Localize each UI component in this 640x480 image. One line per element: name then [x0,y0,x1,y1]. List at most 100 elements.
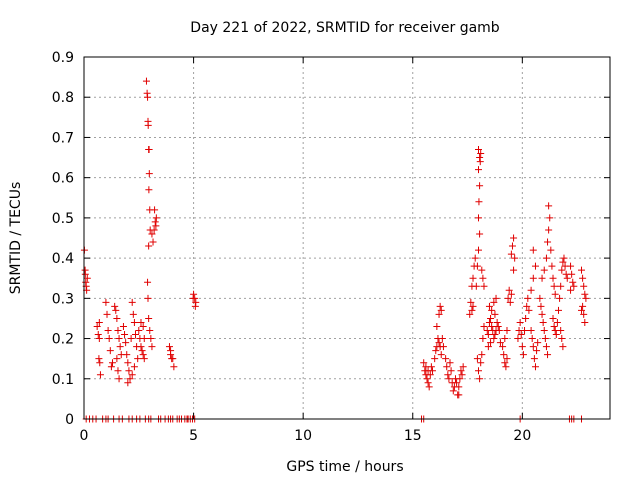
data-point [527,286,535,294]
data-point [145,314,153,322]
data-point [521,327,529,335]
data-point [473,355,481,363]
data-point [523,302,531,310]
data-point [123,351,131,359]
data-point [567,286,575,294]
data-point [522,314,530,322]
data-point [503,327,511,335]
data-point [550,282,558,290]
data-point [504,294,512,302]
data-point [491,331,499,339]
data-point [445,375,453,383]
data-point [145,170,153,178]
data-point [169,355,177,363]
data-point [524,294,532,302]
data-point [475,367,482,375]
data-point [549,314,557,322]
y-tick-label: 0.3 [52,291,74,307]
data-point [542,254,550,262]
data-point [550,322,558,330]
data-point [507,290,515,298]
data-point [94,331,102,339]
data-point [93,322,101,330]
data-point [113,314,121,322]
data-point [115,375,123,383]
data-point [485,302,493,310]
data-point [455,383,463,391]
data-point [147,335,155,343]
data-point [519,351,527,359]
data-point [542,343,550,351]
data-point [499,343,507,351]
data-point [144,121,152,129]
data-point [541,335,549,343]
data-point [487,339,495,347]
data-point [493,318,501,326]
data-point [144,278,152,286]
data-point [559,343,567,351]
data-point [433,322,441,330]
data-point [151,206,159,214]
data-point [476,154,484,162]
data-point [455,391,463,399]
data-point [111,302,119,310]
data-point [508,242,516,250]
data-points [80,77,590,423]
data-point [458,371,466,379]
data-point [129,310,137,318]
y-tick-label: 0 [65,412,74,428]
data-point [501,335,509,343]
data-point [581,318,589,326]
data-point [548,262,556,270]
data-point [96,359,104,367]
data-point [557,327,565,335]
data-point [472,282,480,290]
data-point [530,355,538,363]
data-point [119,322,127,330]
data-point [124,379,132,387]
data-point [459,363,467,371]
y-tick-label: 0.4 [52,251,74,267]
data-point [449,387,457,395]
data-point [469,274,477,282]
data-point [116,343,124,351]
data-point [476,158,484,166]
data-point [516,318,524,326]
data-point [473,262,481,270]
data-point [495,327,503,335]
x-tick-label: 5 [189,428,198,444]
data-point [95,355,103,363]
data-point [536,294,544,302]
data-point [518,343,526,351]
data-point [102,298,110,306]
data-point [567,262,575,270]
data-point [528,335,536,343]
data-point [578,306,586,314]
data-point [144,93,152,101]
data-point [477,359,485,367]
data-point [108,359,116,367]
data-point [580,282,588,290]
data-point [420,359,428,367]
data-point [165,343,173,351]
data-point [113,355,121,363]
y-axis-label: SRMTID / TECUs [8,182,24,295]
y-tick-label: 0.2 [52,332,74,348]
data-point [471,254,479,262]
data-point [112,306,120,314]
x-axis-label: GPS time / hours [286,459,403,475]
data-point [479,335,487,343]
y-tick-label: 0.6 [52,171,74,187]
data-point [475,198,483,206]
data-point [126,375,134,383]
data-point [544,238,552,246]
data-point [552,331,560,339]
data-point [537,302,545,310]
data-point [170,363,178,371]
data-point [556,294,564,302]
data-point [140,335,148,343]
data-point [149,238,157,246]
data-point [534,339,542,347]
data-point [106,347,114,355]
data-point [148,230,156,238]
